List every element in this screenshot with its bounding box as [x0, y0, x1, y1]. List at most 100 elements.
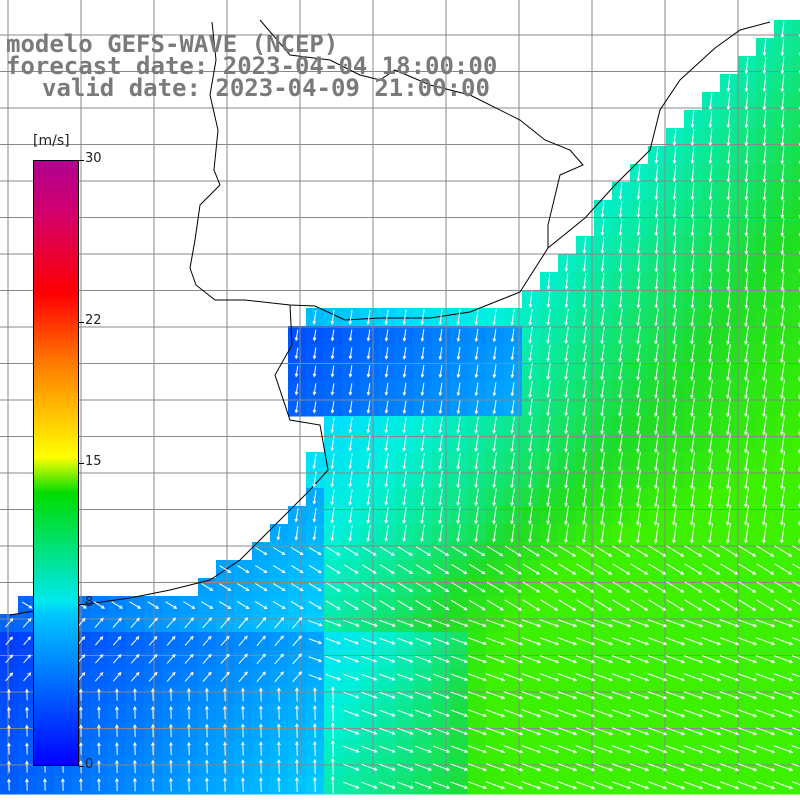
- wind-arrow: [539, 781, 560, 790]
- wind-arrow: [348, 365, 353, 378]
- wind-arrow: [672, 200, 677, 219]
- wind-arrow: [540, 599, 559, 611]
- wind-arrow: [702, 599, 721, 611]
- wind-arrow: [528, 434, 533, 453]
- wind-arrow: [792, 563, 800, 569]
- wind-arrow: [780, 415, 785, 436]
- wind-arrow: [618, 183, 623, 200]
- wind-arrow: [468, 581, 486, 593]
- wind-arrow: [294, 776, 299, 793]
- wind-arrow: [451, 599, 468, 611]
- wind-arrow: [629, 709, 650, 718]
- wind-arrow: [379, 709, 396, 717]
- wind-arrow: [600, 308, 605, 327]
- wind-arrow: [95, 636, 104, 646]
- wind-arrow: [343, 564, 359, 574]
- wind-arrow: [348, 329, 353, 342]
- wind-speed-cell: [792, 56, 800, 75]
- wind-arrow: [165, 601, 178, 609]
- wind-arrow: [780, 289, 785, 310]
- wind-arrow: [600, 505, 605, 526]
- wind-arrow: [612, 581, 631, 593]
- wind-arrow: [325, 619, 342, 627]
- wind-arrow: [420, 329, 425, 342]
- wind-speed-cell: [792, 704, 800, 723]
- wind-arrow: [528, 488, 533, 507]
- wind-arrow: [558, 563, 577, 575]
- wind-arrow: [683, 763, 704, 772]
- wind-arrow: [396, 763, 414, 771]
- wind-arrow: [719, 637, 740, 646]
- wind-arrow: [503, 655, 524, 664]
- wind-arrow: [726, 308, 731, 327]
- wind-arrow: [256, 617, 267, 629]
- wind-arrow: [432, 619, 451, 628]
- wind-arrow: [450, 781, 469, 789]
- wind-arrow: [690, 397, 695, 418]
- wind-arrow: [384, 506, 389, 524]
- wind-arrow: [654, 380, 659, 399]
- wind-speed-cell: [792, 74, 800, 93]
- wind-arrow: [708, 487, 713, 508]
- wind-arrow: [611, 655, 632, 664]
- wind-arrow: [378, 619, 396, 627]
- wind-arrow: [762, 325, 767, 346]
- wind-arrow: [169, 741, 173, 756]
- wind-arrow: [474, 328, 479, 343]
- wind-arrow: [683, 709, 704, 718]
- wind-arrow: [539, 673, 560, 682]
- wind-arrow: [600, 218, 605, 237]
- wind-arrow: [361, 564, 377, 574]
- wind-arrow: [654, 236, 659, 255]
- wind-arrow: [690, 200, 695, 219]
- wind-arrow: [528, 362, 533, 381]
- wind-arrow: [343, 546, 359, 556]
- wind-arrow: [294, 687, 299, 702]
- wind-arrow: [259, 723, 263, 738]
- wind-arrow: [636, 200, 641, 219]
- wind-arrow: [557, 691, 578, 700]
- wind-arrow: [187, 705, 191, 720]
- wind-speed-cell: [792, 38, 800, 57]
- wind-arrow: [291, 616, 303, 629]
- wind-arrow: [256, 671, 266, 683]
- wind-arrow: [468, 599, 486, 611]
- wind-arrow: [325, 600, 341, 610]
- wind-arrow: [762, 343, 767, 364]
- wind-speed-cell: [792, 308, 800, 327]
- wind-arrow: [665, 655, 686, 664]
- wind-arrow: [7, 724, 11, 737]
- wind-arrow: [798, 177, 800, 183]
- wind-arrow: [780, 128, 785, 147]
- wind-arrow: [672, 128, 677, 147]
- wind-arrow: [384, 365, 389, 378]
- wind-arrow: [744, 128, 749, 147]
- wind-arrow: [402, 329, 407, 342]
- wind-arrow: [719, 781, 740, 790]
- wind-arrow: [600, 290, 605, 309]
- wind-arrow: [236, 601, 250, 610]
- wind-arrow: [575, 709, 596, 718]
- wind-arrow: [539, 745, 560, 754]
- wind-arrow: [762, 487, 767, 508]
- wind-arrow: [774, 545, 793, 557]
- wind-arrow: [474, 346, 479, 361]
- wind-arrow: [361, 745, 378, 753]
- wind-arrow: [684, 599, 703, 611]
- wind-arrow: [503, 745, 524, 754]
- wind-arrow: [456, 488, 461, 507]
- wind-arrow: [684, 581, 703, 593]
- wind-arrow: [701, 709, 722, 718]
- wind-arrow: [467, 727, 488, 736]
- wind-arrow: [397, 637, 414, 645]
- wind-arrow: [433, 582, 450, 593]
- wind-arrow: [582, 236, 587, 254]
- wind-arrow: [582, 470, 587, 489]
- wind-arrow: [690, 487, 695, 508]
- wind-arrow: [456, 309, 461, 326]
- wind-arrow: [184, 617, 194, 629]
- wind-arrow: [708, 182, 713, 201]
- wind-arrow: [397, 691, 414, 699]
- wind-arrow: [361, 600, 377, 610]
- wind-arrow: [492, 470, 497, 489]
